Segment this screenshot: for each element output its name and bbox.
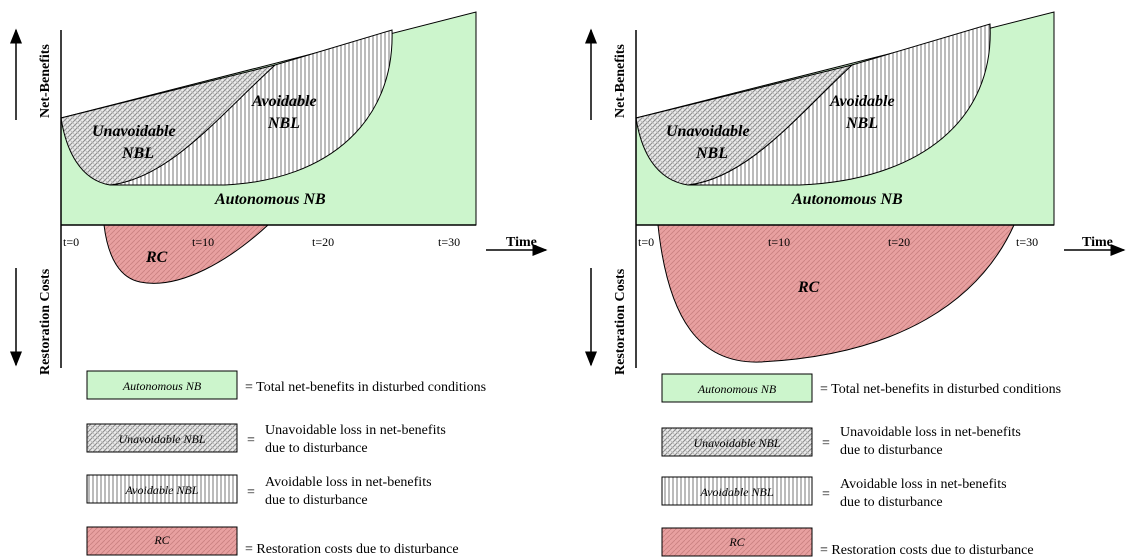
left-legend-box-unavoidable-text: Unavoidable NBL [119, 432, 206, 446]
right-legend-eq-unavoidable: = [822, 436, 830, 451]
left-panel: Net-Benefits Restoration Costs Time t=0 … [10, 11, 548, 375]
left-legend-desc-rc: = Restoration costs due to disturbance [245, 542, 459, 557]
right-legend-desc-autonomous: = Total net-benefits in disturbed condit… [820, 382, 1061, 397]
right-legend: Autonomous NB = Total net-benefits in di… [661, 373, 1061, 558]
right-legend-box-avoidable [661, 476, 813, 506]
left-avoidable-label-2: NBL [267, 115, 300, 132]
right-legend-box-unavoidable [661, 427, 813, 457]
right-avoidable-label-2: NBL [845, 115, 878, 132]
right-unavoidable-label-2: NBL [695, 145, 728, 162]
left-legend-eq-unavoidable: = [247, 433, 255, 448]
left-legend-box-rc [86, 526, 238, 556]
right-rc-area [657, 224, 1015, 363]
left-legend-box-unavoidable [86, 423, 238, 453]
left-tick-t0: t=0 [63, 235, 79, 249]
left-autonomous-label: Autonomous NB [214, 191, 326, 208]
left-tick-t30: t=30 [438, 235, 460, 249]
right-legend-box-autonomous-text: Autonomous NB [697, 382, 777, 396]
left-legend-eq-avoidable: = [247, 485, 255, 500]
right-legend-desc-rc: = Restoration costs due to disturbance [820, 543, 1034, 558]
left-legend-box-autonomous-text: Autonomous NB [122, 379, 202, 393]
right-legend-box-avoidable-text: Avoidable NBL [700, 485, 774, 499]
left-unavoidable-area [60, 64, 276, 186]
right-tick-t10: t=10 [768, 235, 790, 249]
left-legend-desc-autonomous: = Total net-benefits in disturbed condit… [245, 380, 486, 395]
left-net-benefits-label: Net-Benefits [38, 44, 53, 118]
left-rc-area [103, 224, 270, 284]
right-unavoidable-area [635, 64, 854, 186]
right-legend-desc-unavoidable-1: Unavoidable loss in net-benefits [840, 425, 1021, 440]
right-legend-box-rc [661, 527, 813, 557]
right-tick-t20: t=20 [888, 235, 910, 249]
left-rc-label: RC [145, 249, 168, 266]
right-tick-t0: t=0 [638, 235, 654, 249]
right-rc-label: RC [797, 279, 820, 296]
left-restoration-costs-label: Restoration Costs [38, 268, 53, 375]
right-legend-box-autonomous [661, 373, 813, 403]
right-net-benefits-label: Net-Benefits [613, 44, 628, 118]
right-legend-box-rc-text: RC [728, 535, 745, 549]
right-legend-box-unavoidable-text: Unavoidable NBL [694, 436, 781, 450]
right-unavoidable-label-1: Unavoidable [666, 123, 750, 140]
left-legend-desc-unavoidable-2: due to disturbance [265, 441, 368, 456]
left-tick-t10: t=10 [192, 235, 214, 249]
right-avoidable-label-1: Avoidable [829, 93, 895, 110]
right-autonomous-label: Autonomous NB [791, 191, 903, 208]
right-legend-eq-avoidable: = [822, 487, 830, 502]
left-unavoidable-label-1: Unavoidable [92, 123, 176, 140]
left-avoidable-label-1: Avoidable [251, 93, 317, 110]
left-legend-box-autonomous [86, 370, 238, 400]
right-tick-t30: t=30 [1016, 235, 1038, 249]
right-legend-desc-avoidable-2: due to disturbance [840, 495, 943, 510]
left-time-label: Time [506, 235, 537, 250]
left-legend-box-rc-text: RC [153, 533, 170, 547]
left-legend-desc-avoidable-1: Avoidable loss in net-benefits [265, 475, 432, 490]
right-panel: Net-Benefits Restoration Costs Time t=0 … [585, 11, 1126, 375]
right-time-label: Time [1082, 235, 1113, 250]
left-legend-box-avoidable-text: Avoidable NBL [125, 483, 199, 497]
left-legend: Autonomous NB = Total net-benefits in di… [86, 370, 486, 557]
left-unavoidable-label-2: NBL [121, 145, 154, 162]
right-legend-desc-avoidable-1: Avoidable loss in net-benefits [840, 477, 1007, 492]
left-legend-desc-unavoidable-1: Unavoidable loss in net-benefits [265, 423, 446, 438]
left-tick-t20: t=20 [312, 235, 334, 249]
left-legend-desc-avoidable-2: due to disturbance [265, 493, 368, 508]
left-legend-box-avoidable [86, 474, 238, 504]
right-restoration-costs-label: Restoration Costs [613, 268, 628, 375]
right-legend-desc-unavoidable-2: due to disturbance [840, 443, 943, 458]
